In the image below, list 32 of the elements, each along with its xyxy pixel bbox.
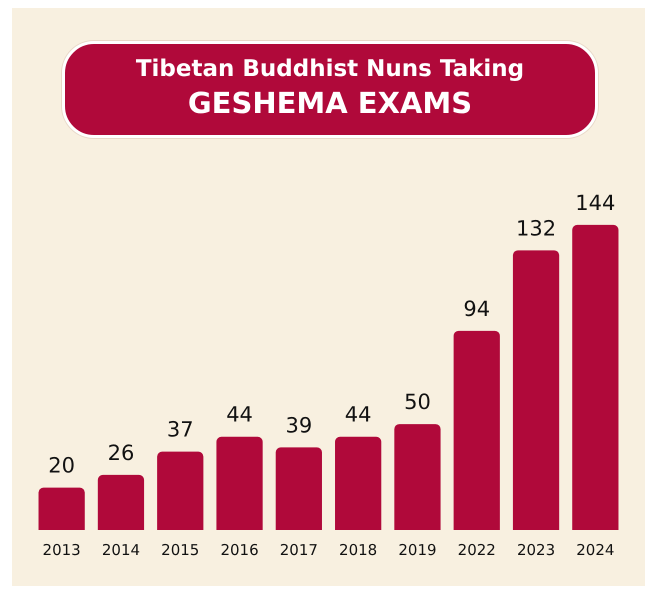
bar [335, 436, 382, 530]
x-tick-label: 2017 [280, 540, 318, 559]
bar [512, 250, 560, 530]
bar [394, 424, 441, 530]
x-tick-label: 2013 [42, 540, 81, 559]
chart-subtitle: GESHEMA EXAMS [186, 86, 474, 120]
x-tick-label: 2019 [398, 540, 437, 559]
x-tick-label: 2014 [102, 540, 140, 559]
x-tick-label: 2015 [161, 540, 200, 559]
x-tick-label: 2023 [516, 540, 556, 559]
bar [157, 452, 204, 530]
data-label: 44 [344, 402, 372, 427]
bar [216, 436, 263, 530]
data-label: 94 [463, 296, 490, 321]
x-tick-label: 2024 [576, 540, 614, 559]
bar [276, 447, 322, 530]
data-label: 144 [575, 190, 616, 215]
bar [98, 474, 144, 530]
data-label: 26 [108, 440, 134, 465]
x-tick-label: 2016 [220, 540, 259, 559]
data-label: 20 [48, 454, 76, 478]
bar [572, 224, 618, 530]
chart-title: Tibetan Buddhist Nuns Taking [134, 56, 526, 82]
data-label: 132 [516, 216, 556, 240]
x-tick-label: 2022 [458, 540, 496, 559]
data-label: 39 [285, 413, 312, 438]
data-label: 37 [166, 418, 194, 442]
bar [38, 488, 85, 530]
bar [454, 330, 500, 530]
data-label: 50 [404, 390, 431, 414]
data-label: 44 [226, 402, 253, 427]
x-tick-label: 2018 [339, 540, 378, 559]
